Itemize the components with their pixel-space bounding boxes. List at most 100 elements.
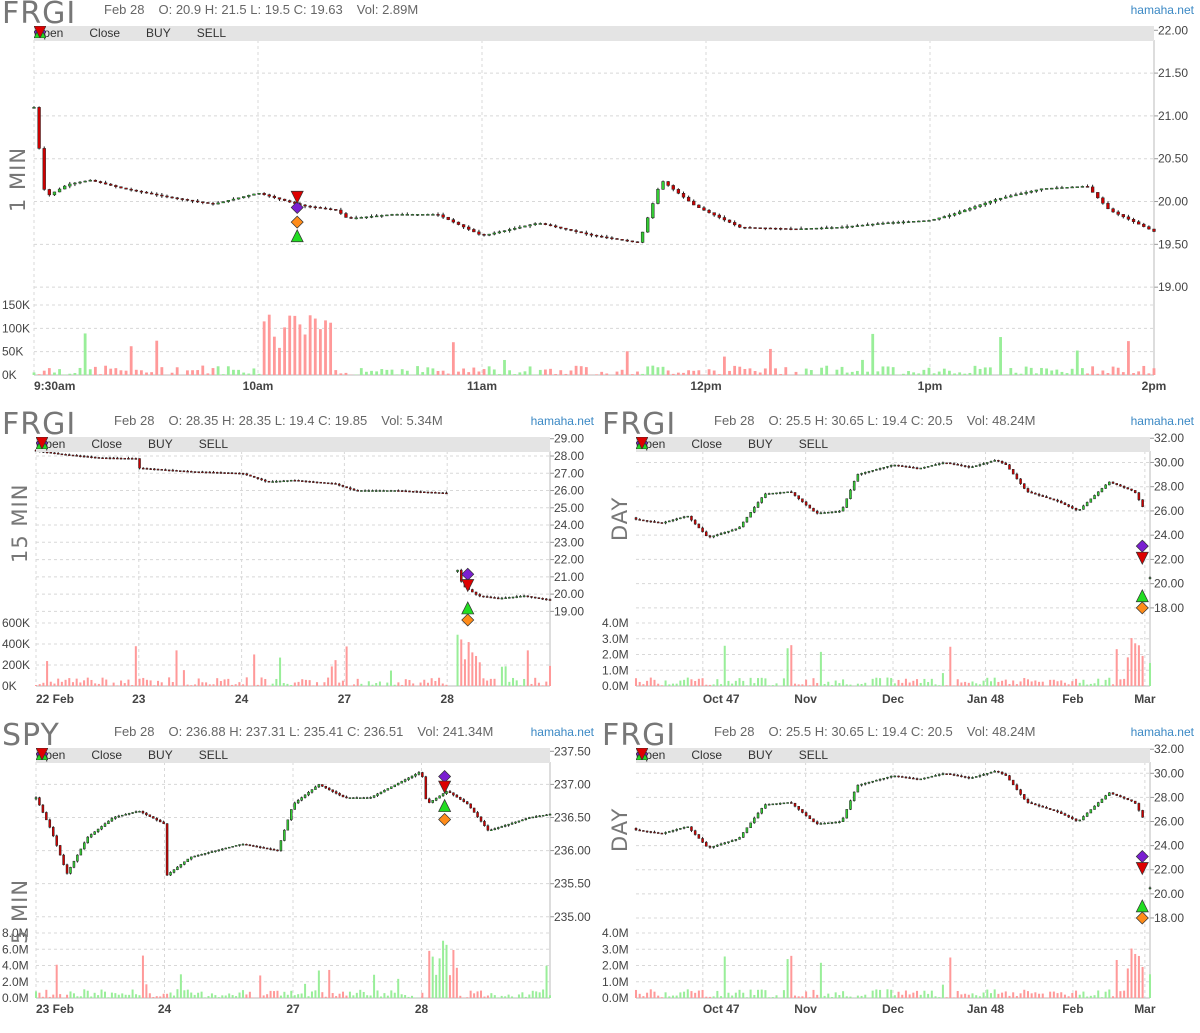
brand-link[interactable]: hamaha.net — [530, 414, 594, 428]
volume-bar — [784, 367, 788, 375]
candle-body — [530, 596, 533, 598]
y-tick-label: 25.00 — [554, 501, 584, 515]
volume-bar — [407, 996, 410, 998]
candle-body — [801, 498, 804, 503]
volume-tick-label: 2.0M — [602, 648, 629, 662]
volume-bar — [528, 994, 531, 998]
y-tick-label: 32.00 — [1154, 742, 1184, 756]
volume-bar — [805, 679, 808, 686]
candle-body — [845, 498, 849, 508]
brand-link[interactable]: hamaha.net — [530, 725, 594, 739]
candle-body — [771, 803, 775, 806]
candle-body — [926, 776, 930, 779]
candle-body — [234, 472, 237, 475]
candle-body — [823, 822, 826, 825]
candle-body — [141, 467, 145, 470]
x-tick-label: 27 — [338, 692, 352, 706]
volume-bar — [293, 995, 296, 998]
volume-bar — [738, 678, 741, 686]
volume-bar — [1082, 679, 1085, 686]
brand-link[interactable]: hamaha.net — [1130, 414, 1194, 428]
candle-body — [485, 596, 489, 598]
volume-bar — [793, 995, 797, 998]
candle-body — [47, 189, 51, 196]
candle-body — [707, 209, 711, 213]
y-tick-label: 22.00 — [1158, 23, 1188, 37]
volume-bar — [97, 683, 100, 686]
volume-bar — [397, 682, 400, 686]
volume-bar — [266, 994, 269, 998]
candle-body — [221, 848, 224, 851]
volume-bar — [186, 684, 189, 686]
candle-body — [1100, 488, 1104, 493]
volume-bar — [438, 677, 441, 686]
volume-bar — [232, 369, 235, 375]
candle-body — [107, 820, 110, 825]
y-tick-label: 21.00 — [554, 570, 584, 584]
volume-bar — [653, 679, 656, 686]
candle-body — [1037, 804, 1041, 807]
volume-bar — [279, 995, 282, 998]
y-tick-label: 20.00 — [554, 587, 584, 601]
volume-bar — [441, 683, 444, 686]
candle-body — [390, 786, 393, 789]
volume-bar — [330, 666, 333, 686]
candle-body — [697, 834, 701, 839]
candle-body — [502, 230, 507, 233]
legend-item-close: Close — [34, 26, 120, 41]
volume-bar — [1126, 657, 1129, 686]
candle-body — [773, 227, 778, 230]
ohlc-info: Feb 28 O: 236.88 H: 237.31 L: 235.41 C: 2… — [114, 724, 507, 739]
volume-bar — [679, 680, 682, 686]
volume-bar — [230, 684, 233, 686]
volume-bar — [519, 685, 522, 686]
volume-bar — [436, 370, 440, 375]
candle-body — [452, 792, 455, 796]
volume-bar — [989, 993, 993, 998]
volume-tick-label: 200K — [2, 658, 30, 672]
volume-bar — [1045, 368, 1049, 375]
volume-bar — [664, 992, 667, 998]
close-marker — [1135, 539, 1149, 553]
candle-body — [348, 797, 352, 799]
candle-body — [386, 788, 390, 791]
volume-bar — [264, 678, 267, 686]
candle-body — [477, 231, 481, 235]
volume-bar — [697, 370, 701, 375]
candle-body — [533, 223, 537, 226]
candle-body — [380, 215, 384, 217]
candle-body — [264, 479, 267, 482]
candle-body — [207, 852, 210, 854]
candle-body — [303, 794, 307, 798]
candle-body — [605, 236, 609, 239]
candle-body — [437, 492, 441, 494]
candle-body — [71, 454, 75, 457]
candle-body — [1093, 495, 1096, 500]
ohlc-info: Feb 28 O: 25.5 H: 30.65 L: 19.4 C: 20.5 Vo… — [714, 724, 1049, 739]
volume-bar — [697, 678, 700, 686]
volume-bar — [988, 367, 992, 375]
brand-link[interactable]: hamaha.net — [1130, 725, 1194, 739]
volume-bar — [749, 677, 752, 686]
candle-body — [912, 777, 915, 780]
volume-bar — [753, 371, 757, 375]
candle-body — [262, 847, 265, 849]
candle-body — [679, 828, 682, 830]
volume-bar — [308, 680, 311, 686]
info-date: Feb 28 — [714, 724, 755, 739]
volume-bar — [490, 993, 493, 998]
brand-link[interactable]: hamaha.net — [1130, 3, 1194, 17]
volume-bar — [1030, 681, 1033, 686]
volume-bar — [615, 371, 619, 375]
candle-body — [230, 472, 234, 475]
candle-body — [1104, 795, 1107, 800]
candle-body — [1052, 498, 1056, 501]
candle-body — [190, 471, 193, 473]
volume-bar — [430, 678, 433, 686]
volume-bar — [385, 369, 389, 375]
candle-body — [478, 594, 482, 597]
candle-body — [378, 490, 382, 492]
volume-bar — [871, 333, 875, 375]
y-tick-label: 32.00 — [1154, 431, 1184, 445]
candle-body — [334, 483, 337, 485]
